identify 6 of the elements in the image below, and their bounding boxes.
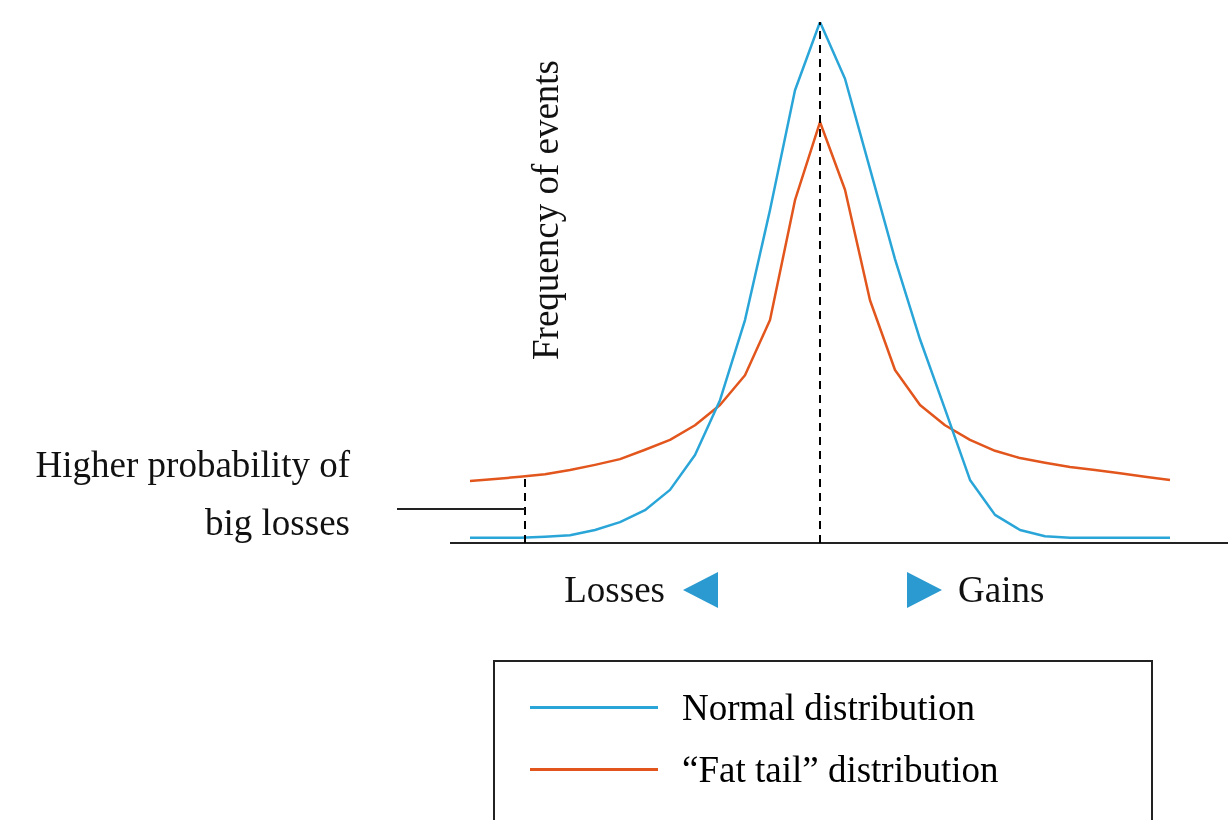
text: Gains (958, 568, 1045, 612)
y-axis-title: Frequency of events (524, 59, 566, 361)
text: Losses (564, 568, 665, 612)
text: Higher probability of big losses (34, 443, 350, 545)
legend-label: “Fat tail” distribution (682, 748, 999, 791)
legend-label: Normal distribution (682, 686, 975, 729)
